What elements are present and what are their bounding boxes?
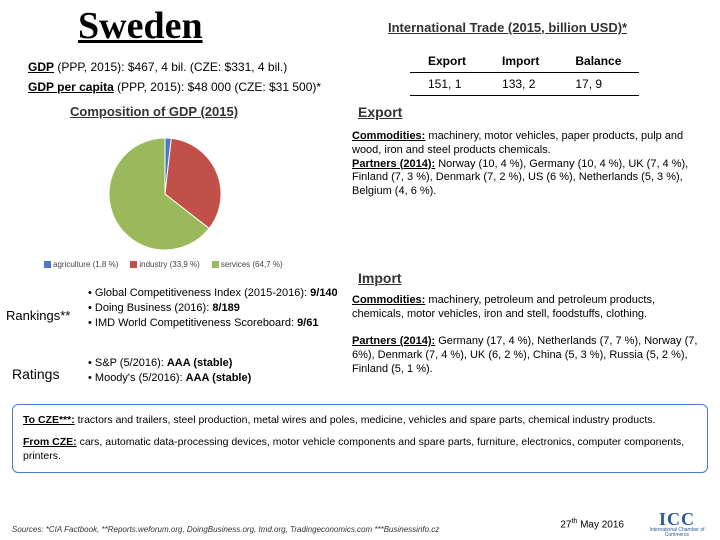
gdp-label: GDP [28, 60, 54, 74]
legend-swatch [130, 261, 137, 268]
footer-box: To CZE***: tractors and trailers, steel … [12, 404, 708, 473]
table-header-row: Export Import Balance [410, 50, 639, 73]
composition-pie-chart [90, 128, 240, 258]
ratings-body: • S&P (5/2016): AAA (stable)• Moody's (5… [88, 356, 348, 386]
col-export: Export [410, 50, 484, 73]
icc-letters: ICC [646, 510, 708, 528]
rankings-body: • Global Competitiveness Index (2015-201… [88, 286, 348, 331]
gdp-line-1: GDP (PPP, 2015): $467, 4 bil. (CZE: $331… [28, 60, 287, 74]
pie-legend: agriculture (1,8 %) industry (33,9 %) serv… [44, 260, 283, 269]
trade-title: International Trade (2015, billion USD)* [388, 20, 627, 35]
legend-swatch [212, 261, 219, 268]
list-item: • S&P (5/2016): AAA (stable) [88, 356, 348, 371]
list-item: • IMD World Competitiveness Scoreboard: … [88, 316, 348, 331]
list-item: • Doing Business (2016): 8/189 [88, 301, 348, 316]
from-cze-text: cars, automatic data-processing devices,… [23, 436, 684, 462]
import-body: Commodities: machinery, petroleum and pe… [352, 294, 708, 377]
cell-export: 151, 1 [410, 73, 484, 96]
rankings-label: Rankings** [6, 308, 70, 323]
list-item: • Global Competitiveness Index (2015-201… [88, 286, 348, 301]
from-cze-label: From CZE: [23, 436, 77, 448]
list-item-value: 9/61 [297, 317, 318, 329]
gdp-per-capita-label: GDP per capita [28, 80, 114, 94]
date-day: 27 [560, 519, 571, 530]
export-body: Commodities: machinery, motor vehicles, … [352, 130, 708, 199]
legend-item-industry: industry (33,9 %) [130, 260, 199, 269]
cell-import: 133, 2 [484, 73, 557, 96]
list-item: • Moody's (5/2016): AAA (stable) [88, 371, 348, 386]
date-rest: May 2016 [577, 519, 624, 530]
page-title: Sweden [78, 4, 203, 48]
legend-swatch [44, 261, 51, 268]
import-commodities-label: Commodities: [352, 294, 425, 306]
list-item-value: 9/140 [310, 287, 338, 299]
gdp-line-2: GDP per capita (PPP, 2015): $48 000 (CZE… [28, 80, 321, 94]
cell-balance: 17, 9 [557, 73, 639, 96]
list-item-text: • Moody's (5/2016): [88, 372, 186, 384]
to-cze-text: tractors and trailers, steel production,… [75, 414, 656, 426]
list-item-text: • IMD World Competitiveness Scoreboard: [88, 317, 297, 329]
table-row: 151, 1 133, 2 17, 9 [410, 73, 639, 96]
ratings-label: Ratings [12, 366, 59, 382]
to-cze-label: To CZE***: [23, 414, 75, 426]
import-section-title: Import [358, 270, 402, 286]
import-partners-label: Partners (2014): [352, 335, 435, 347]
trade-table: Export Import Balance 151, 1 133, 2 17, … [410, 50, 639, 96]
list-item-value: AAA (stable) [167, 357, 233, 369]
composition-title: Composition of GDP (2015) [70, 104, 238, 119]
export-section-title: Export [358, 104, 402, 120]
col-balance: Balance [557, 50, 639, 73]
export-partners-label: Partners (2014): [352, 158, 435, 170]
list-item-value: AAA (stable) [186, 372, 252, 384]
icc-logo: ICC International Chamber of Commerce [646, 510, 708, 534]
list-item-text: • Doing Business (2016): [88, 302, 212, 314]
sources-line: Sources: *CIA Factbook, **Reports.weforu… [12, 525, 439, 534]
list-item-value: 8/189 [212, 302, 240, 314]
gdp-value: (PPP, 2015): $467, 4 bil. (CZE: $331, 4 … [54, 60, 287, 74]
list-item-text: • Global Competitiveness Index (2015-201… [88, 287, 310, 299]
export-commodities-label: Commodities: [352, 130, 425, 142]
footer-date: 27th May 2016 [560, 518, 624, 530]
gdp-per-capita-value: (PPP, 2015): $48 000 (CZE: $31 500)* [114, 80, 321, 94]
legend-item-services: services (64,7 %) [212, 260, 283, 269]
icc-tagline: International Chamber of Commerce [646, 528, 708, 538]
col-import: Import [484, 50, 557, 73]
legend-item-agriculture: agriculture (1,8 %) [44, 260, 118, 269]
list-item-text: • S&P (5/2016): [88, 357, 167, 369]
